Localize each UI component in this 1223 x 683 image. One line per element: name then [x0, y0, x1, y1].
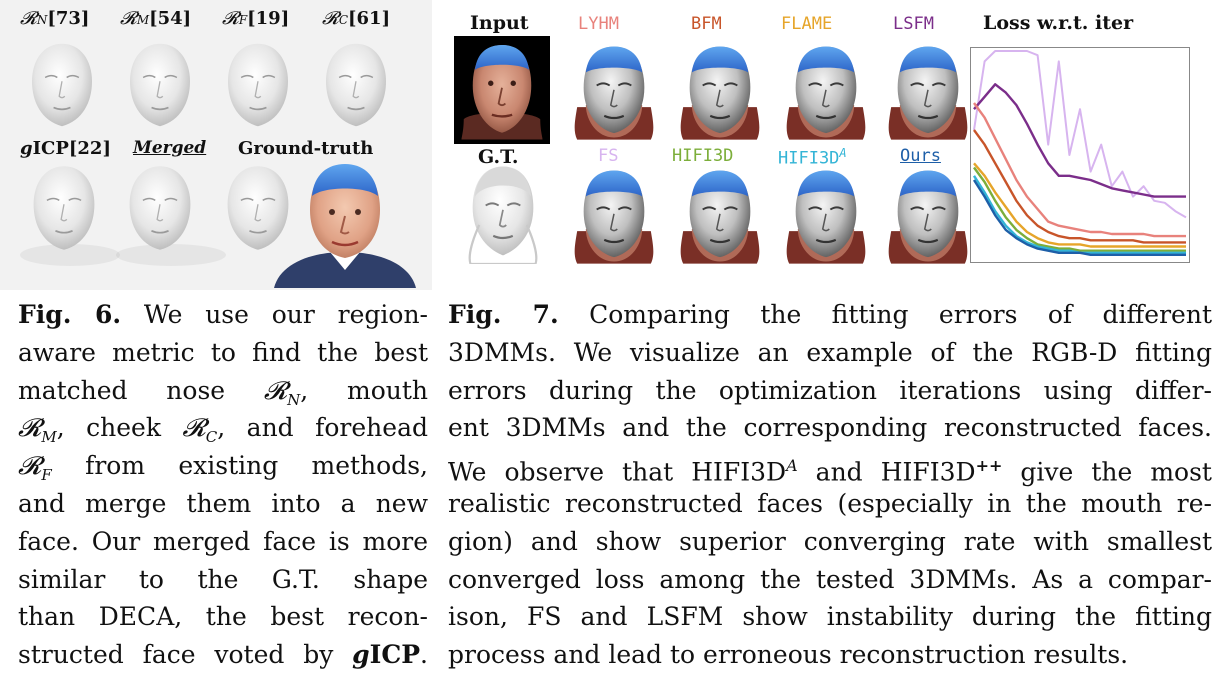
- label-forehead-region: 𝓡F[19]: [222, 8, 290, 29]
- flame-reconstruction: [785, 45, 867, 141]
- loss-chart-title: Loss w.r.t. iter: [983, 12, 1134, 34]
- caption-line: Fig. 6. We use our region-: [18, 300, 428, 329]
- cheek-source-face: [325, 42, 387, 128]
- hifi3d-reconstruction: [679, 169, 761, 265]
- ours-reconstruction: [887, 169, 969, 265]
- caption-line: and merge them into a new: [18, 488, 428, 518]
- loss-chart: [970, 47, 1190, 263]
- caption-line: gion) and show superior converging rate …: [448, 526, 1212, 556]
- caption-line: process and lead to erroneous reconstruc…: [448, 640, 1129, 670]
- fig7-figure: Input LYHM BFM FLAME LSFM Loss w.r.t. it…: [448, 0, 1223, 290]
- caption-line: similar to the G.T. shape: [18, 564, 428, 594]
- label-gicp: gICP[22]: [20, 138, 111, 159]
- caption-line: ent 3DMMs and the corresponding reconstr…: [448, 413, 1212, 443]
- loss-series-line-3: [973, 129, 1186, 244]
- caption-line: matched nose 𝓡N, mouth: [18, 375, 428, 409]
- label-ours: Ours: [900, 146, 941, 166]
- hifi3da-reconstruction: [785, 169, 867, 265]
- caption-line: structed face voted by gICP.: [18, 640, 428, 670]
- loss-series-line-5: [973, 166, 1186, 252]
- gicp-face: [32, 165, 96, 251]
- nose-source-face: [31, 42, 93, 128]
- label-hifi3da: HIFI3DA: [778, 146, 847, 169]
- mouth-source-face: [129, 42, 191, 128]
- fig6-caption-label: Fig. 6.: [18, 300, 122, 329]
- loss-series-line-1: [973, 83, 1186, 198]
- caption-line: We observe that HIFI3DA and HIFI3D++ giv…: [448, 456, 1212, 487]
- fig7-caption: Fig. 7. Comparing the fitting errors of …: [448, 296, 1212, 674]
- label-cheek-region: 𝓡C[61]: [322, 8, 391, 29]
- caption-line: errors during the optimization iteration…: [448, 375, 1212, 405]
- caption-line: 𝓡F from existing methods,: [18, 451, 428, 485]
- caption-line: face. Our merged face is more: [18, 526, 428, 556]
- input-photo: [454, 36, 550, 144]
- label-bfm: BFM: [691, 14, 722, 34]
- caption-line: 3DMMs. We visualize an example of the RG…: [448, 337, 1212, 367]
- label-ground-truth: Ground-truth: [238, 138, 374, 159]
- label-input: Input: [470, 12, 529, 34]
- label-lyhm: LYHM: [578, 14, 619, 34]
- loss-series-line-4: [973, 162, 1186, 248]
- merged-face: [128, 165, 192, 251]
- lyhm-reconstruction: [573, 45, 655, 141]
- caption-line: Fig. 7. Comparing the fitting errors of …: [448, 300, 1212, 329]
- label-fs: FS: [598, 146, 619, 166]
- label-mouth-region: 𝓡M[54]: [120, 8, 192, 29]
- label-merged: Merged: [133, 138, 207, 158]
- lsfm-reconstruction: [887, 45, 969, 141]
- caption-line: converged loss among the tested 3DMMs. A…: [448, 564, 1212, 594]
- fs-reconstruction: [573, 169, 655, 265]
- caption-line: than DECA, the best recon-: [18, 602, 428, 632]
- bfm-reconstruction: [679, 45, 761, 141]
- caption-line: aware metric to find the best: [18, 337, 428, 367]
- caption-line: ison, FS and LSFM show instability durin…: [448, 602, 1212, 632]
- ground-truth-scan: [468, 165, 538, 264]
- label-flame: FLAME: [781, 14, 833, 34]
- loss-series-group: [972, 50, 1187, 257]
- fig6-figure: 𝓡N[73] 𝓡M[54] 𝓡F[19] 𝓡C[61] gICP[22] Mer…: [0, 0, 432, 290]
- fig6-caption: Fig. 6. We use our region- aware metric …: [18, 296, 428, 674]
- loss-series-line-7: [972, 179, 1186, 257]
- label-hifi3d: HIFI3D: [672, 146, 734, 166]
- caption-line: realistic reconstructed faces (especiall…: [448, 488, 1212, 518]
- shadow: [20, 244, 120, 266]
- caption-line: 𝓡M, cheek 𝓡C, and forehead: [18, 413, 428, 447]
- input-face: [460, 43, 544, 141]
- loss-series-line-2: [973, 102, 1186, 238]
- shadow: [116, 244, 226, 266]
- fig7-caption-label: Fig. 7.: [448, 300, 559, 329]
- label-gt: G.T.: [478, 146, 519, 168]
- ground-truth-photo: [274, 164, 416, 288]
- forehead-source-face: [227, 42, 289, 128]
- label-lsfm: LSFM: [893, 14, 934, 34]
- label-nose-region: 𝓡N[73]: [20, 8, 90, 29]
